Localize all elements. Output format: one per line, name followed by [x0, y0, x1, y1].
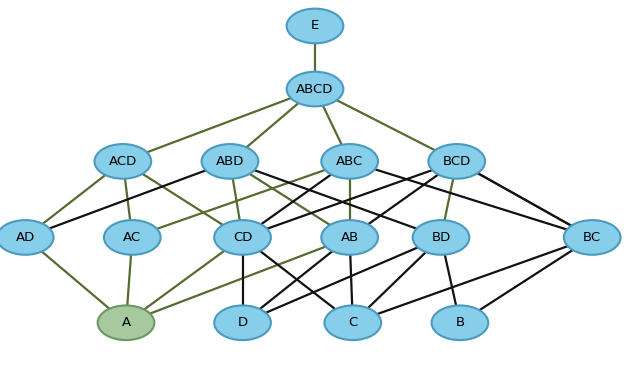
Text: BC: BC [583, 231, 601, 244]
Text: BD: BD [432, 231, 450, 244]
Ellipse shape [104, 220, 161, 255]
Text: AB: AB [341, 231, 358, 244]
Text: BCD: BCD [443, 155, 471, 168]
Ellipse shape [324, 305, 381, 340]
Ellipse shape [287, 72, 343, 106]
Ellipse shape [321, 144, 378, 179]
Text: AD: AD [16, 231, 35, 244]
Ellipse shape [214, 305, 271, 340]
Ellipse shape [94, 144, 151, 179]
Text: ABD: ABD [215, 155, 244, 168]
Ellipse shape [321, 220, 378, 255]
Text: C: C [348, 316, 357, 329]
Text: CD: CD [233, 231, 252, 244]
Ellipse shape [98, 305, 154, 340]
Text: D: D [238, 316, 248, 329]
Text: ABCD: ABCD [296, 82, 334, 96]
Ellipse shape [202, 144, 258, 179]
Ellipse shape [287, 9, 343, 43]
Text: B: B [455, 316, 464, 329]
Ellipse shape [432, 305, 488, 340]
Text: ACD: ACD [109, 155, 137, 168]
Ellipse shape [214, 220, 271, 255]
Text: E: E [311, 19, 319, 33]
Ellipse shape [428, 144, 485, 179]
Text: AC: AC [123, 231, 141, 244]
Ellipse shape [564, 220, 621, 255]
Ellipse shape [0, 220, 54, 255]
Text: A: A [122, 316, 130, 329]
Ellipse shape [413, 220, 469, 255]
Text: ABC: ABC [336, 155, 364, 168]
